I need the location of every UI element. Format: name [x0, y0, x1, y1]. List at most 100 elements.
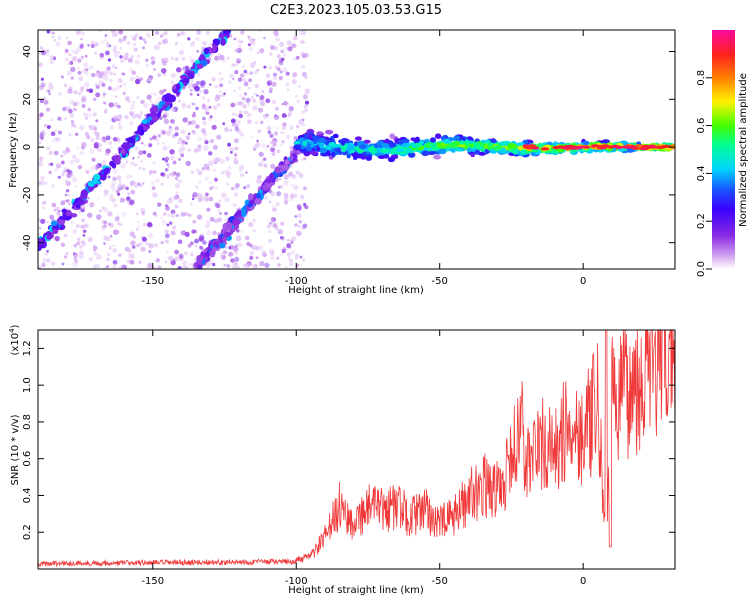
- noise-point: [142, 167, 146, 171]
- noise-point: [135, 78, 141, 85]
- noise-point: [303, 202, 307, 207]
- noise-point: [69, 159, 74, 165]
- noise-point: [106, 45, 109, 48]
- noise-point: [169, 158, 172, 161]
- noise-point: [286, 243, 292, 248]
- noise-point: [164, 239, 169, 244]
- signal-point: [459, 140, 465, 145]
- noise-point: [191, 197, 195, 201]
- noise-point: [218, 77, 223, 82]
- noise-point: [75, 132, 79, 136]
- noise-point: [271, 219, 275, 223]
- noise-point: [91, 157, 96, 162]
- band-point: [284, 159, 290, 165]
- noise-point: [51, 261, 56, 266]
- noise-point: [57, 175, 61, 179]
- band-point: [197, 264, 203, 269]
- noise-point: [132, 180, 137, 185]
- noise-point: [76, 241, 81, 246]
- noise-point: [108, 196, 114, 202]
- noise-point: [225, 156, 231, 162]
- noise-point: [99, 137, 103, 141]
- noise-point: [227, 80, 232, 84]
- band-point: [223, 231, 231, 238]
- noise-point: [80, 224, 85, 229]
- noise-point: [249, 255, 254, 260]
- noise-point: [172, 225, 177, 230]
- noise-point: [60, 242, 66, 247]
- noise-point: [140, 99, 145, 105]
- noise-point: [91, 72, 96, 78]
- band-point: [265, 177, 272, 184]
- noise-point: [281, 57, 285, 61]
- noise-point: [278, 177, 282, 181]
- noise-point: [286, 40, 292, 46]
- noise-point: [249, 71, 253, 75]
- noise-point: [140, 208, 145, 213]
- signal-point: [334, 147, 342, 153]
- noise-point: [82, 68, 88, 74]
- noise-point: [102, 94, 106, 98]
- noise-point: [194, 238, 199, 244]
- signal-point: [374, 152, 381, 157]
- noise-point: [82, 234, 86, 237]
- signal-core-point: [611, 144, 620, 148]
- noise-point: [197, 170, 203, 176]
- horizontal-signal: [293, 129, 675, 163]
- noise-point: [89, 166, 94, 172]
- x-tick-label: -100: [285, 276, 308, 287]
- colorbar-tick-label: 0.4: [696, 165, 707, 181]
- signal-core-point: [596, 144, 606, 148]
- noise-point: [68, 133, 72, 137]
- noise-point: [60, 200, 66, 206]
- signal-point: [430, 137, 436, 143]
- noise-point: [234, 126, 239, 131]
- noise-point: [116, 215, 120, 219]
- noise-point: [88, 88, 94, 94]
- noise-point: [296, 230, 302, 237]
- noise-point: [113, 102, 119, 107]
- noise-point: [271, 205, 276, 210]
- signal-point: [318, 137, 326, 143]
- noise-point: [129, 121, 134, 126]
- noise-point: [191, 102, 195, 106]
- noise-point: [234, 70, 239, 75]
- noise-point: [47, 89, 50, 93]
- noise-point: [71, 56, 78, 62]
- noise-point: [66, 168, 70, 173]
- noise-point: [48, 92, 51, 96]
- noise-point: [120, 162, 126, 169]
- noise-point: [232, 261, 239, 267]
- spectrogram-x-label: Height of straight line (km): [288, 285, 424, 296]
- signal-point: [531, 148, 539, 153]
- noise-point: [167, 213, 171, 217]
- noise-point: [243, 263, 247, 268]
- signal-point: [358, 144, 367, 149]
- y-tick-label: 20: [22, 93, 33, 106]
- noise-point: [110, 184, 116, 190]
- noise-point: [117, 77, 123, 83]
- noise-point: [261, 158, 265, 162]
- noise-point: [129, 253, 135, 260]
- noise-point: [282, 67, 288, 73]
- noise-point: [232, 203, 237, 208]
- noise-point: [175, 172, 181, 177]
- noise-point: [206, 98, 211, 103]
- band-point: [289, 155, 294, 160]
- noise-point: [48, 150, 53, 155]
- noise-point: [178, 253, 184, 259]
- noise-point: [136, 95, 140, 99]
- noise-point: [118, 38, 123, 43]
- noise-point: [65, 147, 69, 150]
- noise-point: [229, 147, 232, 151]
- noise-point: [41, 50, 47, 56]
- noise-point: [174, 42, 178, 45]
- noise-point: [127, 248, 132, 253]
- noise-point: [214, 84, 219, 89]
- noise-point: [154, 243, 158, 248]
- noise-point: [174, 176, 178, 180]
- noise-point: [247, 119, 252, 124]
- noise-point: [188, 262, 192, 267]
- noise-point: [209, 139, 213, 143]
- noise-point: [302, 258, 306, 262]
